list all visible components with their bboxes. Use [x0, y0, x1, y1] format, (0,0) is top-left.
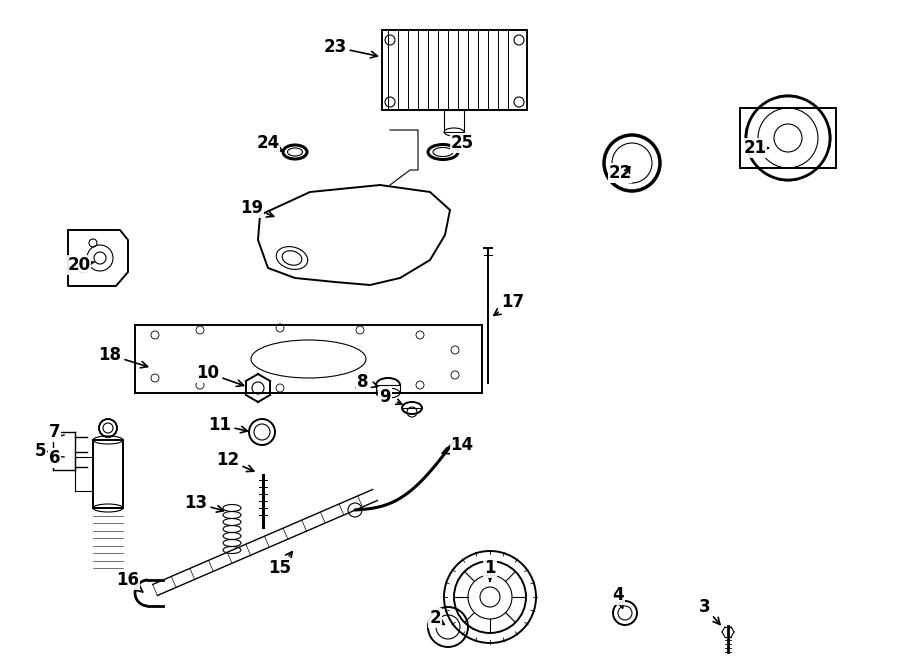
Circle shape	[816, 153, 823, 159]
Bar	[93, 440, 123, 508]
Bar	[444, 110, 464, 132]
Bar	[135, 325, 482, 393]
Circle shape	[749, 135, 755, 141]
Text: 16: 16	[116, 571, 143, 592]
Text: 22: 22	[608, 164, 632, 182]
Bar	[746, 96, 830, 180]
Text: 7: 7	[49, 423, 60, 441]
Text: 12: 12	[216, 451, 254, 471]
Text: 10: 10	[196, 364, 244, 387]
Text: 4: 4	[612, 586, 624, 608]
Text: 20: 20	[68, 256, 94, 274]
Text: 21: 21	[743, 139, 769, 157]
Text: 3: 3	[699, 598, 720, 625]
Bar	[740, 108, 836, 168]
Text: 19: 19	[240, 199, 274, 217]
Text: 17: 17	[494, 293, 525, 315]
Text: 6: 6	[49, 449, 60, 467]
Text: 5: 5	[34, 442, 46, 460]
Text: 23: 23	[323, 38, 377, 58]
Text: 24: 24	[256, 134, 284, 152]
Text: 15: 15	[268, 552, 292, 577]
Text: 18: 18	[98, 346, 148, 368]
Text: 14: 14	[442, 436, 473, 454]
Text: 8: 8	[357, 373, 369, 391]
Text: 2: 2	[429, 609, 445, 627]
Text: 11: 11	[209, 416, 248, 434]
Circle shape	[816, 117, 823, 123]
Circle shape	[776, 170, 782, 176]
Bar	[376, 385, 400, 393]
Text: 1: 1	[484, 559, 496, 581]
Bar	[382, 30, 527, 110]
Text: 9: 9	[379, 388, 391, 406]
Circle shape	[776, 100, 782, 106]
Text: 25: 25	[450, 134, 473, 152]
Text: 13: 13	[184, 494, 223, 512]
